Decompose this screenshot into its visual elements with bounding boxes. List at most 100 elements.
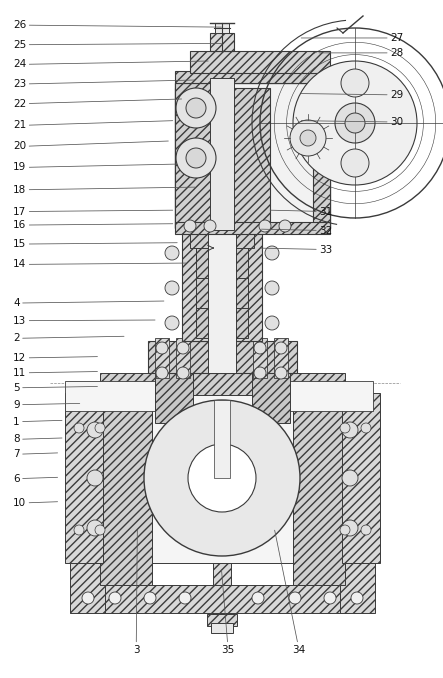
Circle shape bbox=[186, 98, 206, 118]
Bar bbox=[342, 393, 380, 563]
Bar bbox=[211, 623, 233, 633]
Bar bbox=[190, 51, 330, 73]
Circle shape bbox=[345, 113, 365, 133]
Circle shape bbox=[341, 69, 369, 97]
Circle shape bbox=[177, 367, 189, 379]
Bar bbox=[214, 400, 230, 478]
Circle shape bbox=[188, 444, 256, 512]
Circle shape bbox=[144, 592, 156, 604]
Circle shape bbox=[275, 367, 287, 379]
Circle shape bbox=[289, 592, 301, 604]
Circle shape bbox=[279, 220, 291, 232]
Circle shape bbox=[340, 525, 350, 535]
Text: 13: 13 bbox=[13, 316, 155, 325]
Circle shape bbox=[165, 246, 179, 260]
Text: 35: 35 bbox=[222, 570, 235, 654]
Bar bbox=[208, 208, 236, 373]
Bar bbox=[340, 563, 375, 613]
Text: 2: 2 bbox=[13, 334, 124, 343]
Bar bbox=[283, 381, 373, 411]
Bar bbox=[196, 278, 248, 308]
Circle shape bbox=[265, 281, 279, 295]
Circle shape bbox=[290, 120, 326, 156]
Text: 11: 11 bbox=[13, 368, 97, 378]
Bar bbox=[196, 308, 248, 338]
Circle shape bbox=[342, 470, 358, 486]
Bar bbox=[176, 338, 190, 378]
Text: 18: 18 bbox=[13, 185, 195, 195]
Bar bbox=[175, 222, 330, 234]
Bar bbox=[313, 83, 330, 228]
Circle shape bbox=[74, 423, 84, 433]
Bar bbox=[155, 368, 193, 423]
Circle shape bbox=[165, 281, 179, 295]
Bar bbox=[213, 563, 231, 618]
Bar bbox=[274, 338, 288, 378]
Text: 20: 20 bbox=[13, 141, 168, 151]
Bar bbox=[175, 83, 330, 228]
Circle shape bbox=[176, 88, 216, 128]
Text: 28: 28 bbox=[319, 48, 403, 58]
Circle shape bbox=[186, 148, 206, 168]
Circle shape bbox=[361, 525, 371, 535]
Circle shape bbox=[324, 592, 336, 604]
Circle shape bbox=[340, 423, 350, 433]
Circle shape bbox=[87, 422, 103, 438]
Bar bbox=[210, 78, 234, 230]
Circle shape bbox=[204, 220, 216, 232]
Circle shape bbox=[265, 246, 279, 260]
Bar bbox=[210, 33, 234, 51]
Text: 17: 17 bbox=[13, 207, 173, 216]
Text: 10: 10 bbox=[13, 498, 58, 508]
Circle shape bbox=[144, 400, 300, 556]
Bar bbox=[253, 338, 267, 378]
Text: 32: 32 bbox=[261, 226, 332, 235]
Circle shape bbox=[254, 342, 266, 354]
Bar bbox=[207, 614, 237, 626]
Bar bbox=[70, 563, 105, 613]
Text: 22: 22 bbox=[13, 99, 182, 108]
Text: 33: 33 bbox=[261, 245, 332, 254]
Circle shape bbox=[177, 342, 189, 354]
Text: 16: 16 bbox=[13, 220, 173, 230]
Circle shape bbox=[342, 422, 358, 438]
Bar bbox=[252, 368, 290, 423]
Circle shape bbox=[87, 470, 103, 486]
Bar bbox=[65, 393, 103, 563]
Circle shape bbox=[351, 592, 363, 604]
Circle shape bbox=[95, 525, 105, 535]
Text: 12: 12 bbox=[13, 353, 97, 363]
Circle shape bbox=[275, 342, 287, 354]
Circle shape bbox=[254, 367, 266, 379]
Circle shape bbox=[156, 342, 168, 354]
Bar bbox=[293, 390, 345, 585]
Circle shape bbox=[265, 316, 279, 330]
Bar bbox=[218, 88, 270, 228]
Bar bbox=[175, 88, 227, 228]
Circle shape bbox=[361, 423, 371, 433]
Text: 25: 25 bbox=[13, 40, 221, 49]
Text: 19: 19 bbox=[13, 163, 177, 172]
Text: 26: 26 bbox=[13, 20, 221, 30]
Text: 15: 15 bbox=[13, 239, 177, 249]
Circle shape bbox=[176, 138, 216, 178]
Circle shape bbox=[179, 592, 191, 604]
Circle shape bbox=[293, 61, 417, 185]
Text: 4: 4 bbox=[13, 298, 164, 308]
Text: 6: 6 bbox=[13, 474, 58, 483]
Circle shape bbox=[259, 220, 271, 232]
Text: 24: 24 bbox=[13, 60, 208, 69]
Text: 3: 3 bbox=[133, 530, 140, 654]
Circle shape bbox=[341, 149, 369, 177]
Bar bbox=[65, 381, 155, 411]
Circle shape bbox=[252, 592, 264, 604]
Text: 27: 27 bbox=[301, 33, 403, 43]
Bar bbox=[100, 390, 152, 585]
Text: 14: 14 bbox=[13, 260, 186, 269]
Text: 23: 23 bbox=[13, 79, 195, 89]
Bar bbox=[100, 585, 345, 613]
Text: 9: 9 bbox=[13, 400, 80, 410]
Text: 29: 29 bbox=[301, 90, 403, 100]
Bar bbox=[152, 393, 293, 563]
Circle shape bbox=[156, 367, 168, 379]
